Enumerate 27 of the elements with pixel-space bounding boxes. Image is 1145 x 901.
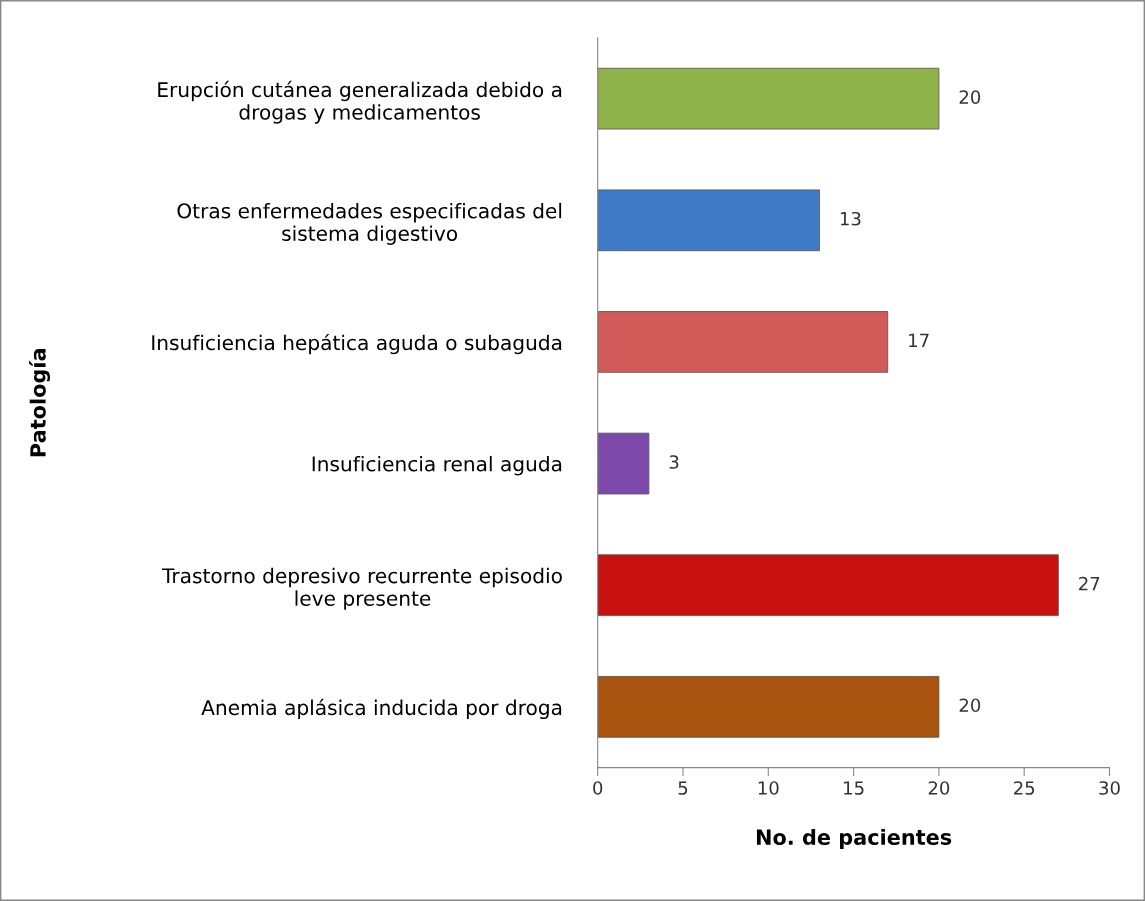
bar [597, 432, 650, 495]
x-tick-label: 0 [593, 781, 603, 795]
data-label: 13 [840, 211, 861, 226]
data-label: 20 [959, 698, 981, 713]
bar [597, 311, 889, 373]
bar [597, 554, 1059, 617]
x-axis-title: No. de pacientes [756, 828, 952, 850]
x-tick-label: 25 [1014, 781, 1035, 795]
data-label: 17 [909, 333, 929, 347]
data-label: 27 [1079, 576, 1100, 591]
bar [597, 189, 820, 252]
y-tick-label: Erupción cutánea generalizada debido a drogas y medicamentos [158, 80, 562, 124]
x-tick-label: 20 [928, 781, 950, 795]
y-tick-label: Otras enfermedades especificadas del sistema digestivo [177, 202, 562, 245]
y-tick-label: Insuficiencia renal aguda [312, 455, 562, 476]
y-tick-label: Trastorno depresivo recurrente episodio leve presente [161, 567, 562, 610]
x-tick-label: 5 [678, 781, 688, 795]
x-tick-label: 30 [1099, 781, 1120, 795]
data-label: 3 [669, 455, 679, 469]
bar [597, 67, 940, 130]
bar [597, 676, 940, 738]
y-tick-label: Insuficiencia hepática aguda o subaguda [152, 333, 562, 355]
y-axis-title: Patología [28, 349, 51, 457]
x-tick-label: 15 [844, 781, 864, 795]
data-label: 20 [959, 90, 981, 104]
y-tick-label: Anemia aplásica inducida por droga [201, 698, 562, 720]
x-tick-label: 10 [758, 781, 779, 795]
